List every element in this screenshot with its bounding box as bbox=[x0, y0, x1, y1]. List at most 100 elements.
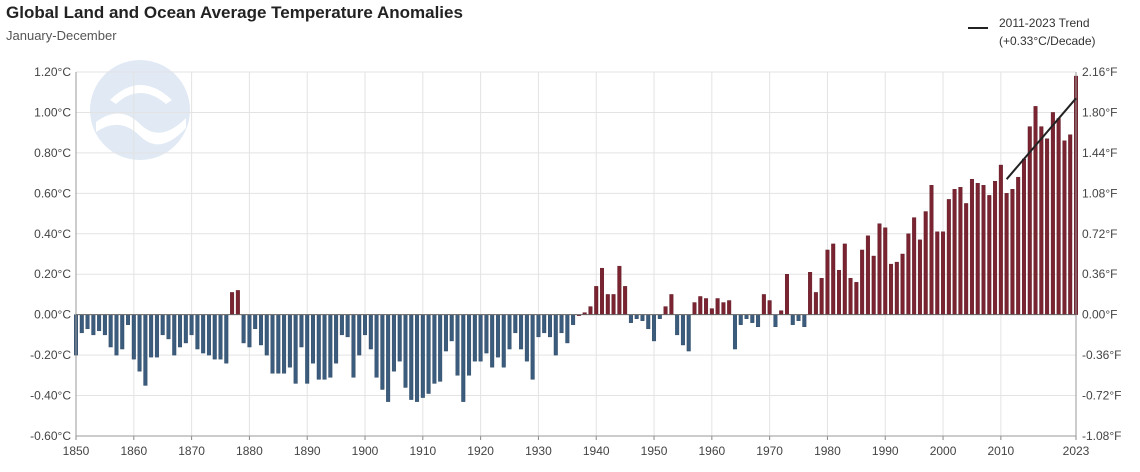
bar-1860 bbox=[131, 314, 136, 360]
bar-1986 bbox=[860, 249, 865, 315]
bar-1912 bbox=[432, 314, 437, 384]
bar-2005 bbox=[969, 178, 974, 315]
bar-1891 bbox=[311, 314, 315, 364]
bar-1883 bbox=[264, 314, 269, 356]
bar-1869 bbox=[183, 314, 188, 344]
y2-tick-label: 0.00°F bbox=[1082, 308, 1117, 322]
x-tick-label: 1850 bbox=[63, 444, 90, 458]
x-tick-label: 2000 bbox=[930, 444, 957, 458]
bar-1928 bbox=[524, 314, 529, 362]
bar-1968 bbox=[756, 314, 761, 328]
bar-1923 bbox=[495, 314, 500, 358]
bar-1915 bbox=[449, 314, 454, 342]
bar-1956 bbox=[686, 314, 691, 352]
bar-1922 bbox=[490, 314, 495, 368]
bar-1899 bbox=[357, 314, 362, 356]
bar-1934 bbox=[559, 314, 564, 334]
bar-1978 bbox=[813, 292, 818, 315]
bar-1916 bbox=[455, 314, 460, 376]
bar-1889 bbox=[299, 314, 304, 348]
bar-1918 bbox=[467, 314, 472, 376]
bar-1969 bbox=[761, 294, 766, 315]
bar-1881 bbox=[253, 314, 258, 330]
bar-1853 bbox=[91, 314, 96, 336]
bar-1994 bbox=[906, 233, 911, 315]
bar-1902 bbox=[374, 314, 379, 378]
y2-tick-label: -0.72°F bbox=[1082, 389, 1121, 403]
bar-1896 bbox=[339, 314, 344, 336]
bar-1999 bbox=[935, 231, 940, 315]
chart-subtitle: January-December bbox=[6, 28, 117, 43]
bar-2008 bbox=[987, 195, 992, 315]
y-tick-label: -0.40°C bbox=[30, 389, 71, 403]
bar-1936 bbox=[571, 314, 576, 325]
bar-1864 bbox=[154, 314, 159, 358]
bar-1950 bbox=[652, 314, 657, 342]
bar-1857 bbox=[114, 314, 119, 356]
bar-2011 bbox=[1004, 193, 1009, 315]
bar-1907 bbox=[403, 314, 408, 388]
bar-1890 bbox=[305, 314, 310, 384]
bar-1925 bbox=[507, 314, 512, 350]
bar-1861 bbox=[137, 314, 142, 372]
bar-1874 bbox=[212, 314, 217, 360]
bar-1985 bbox=[854, 282, 859, 315]
y2-tick-label: -1.08°F bbox=[1082, 429, 1121, 443]
bar-1866 bbox=[166, 314, 171, 340]
y-tick-label: 0.60°C bbox=[34, 186, 71, 200]
bar-1910 bbox=[420, 314, 425, 398]
y-tick-label: -0.60°C bbox=[30, 429, 71, 443]
legend-label: 2011-2023 Trend bbox=[999, 16, 1090, 30]
bar-1974 bbox=[790, 314, 795, 325]
bar-1944 bbox=[617, 265, 622, 315]
bar-1951 bbox=[657, 314, 662, 319]
bar-1959 bbox=[704, 298, 709, 315]
bar-1873 bbox=[206, 314, 211, 356]
bar-1965 bbox=[738, 314, 743, 325]
bar-1990 bbox=[883, 227, 888, 315]
bar-1870 bbox=[189, 314, 194, 336]
bar-1939 bbox=[588, 306, 593, 315]
bar-1954 bbox=[675, 314, 680, 336]
bar-1924 bbox=[501, 314, 506, 368]
x-tick-label: 1900 bbox=[352, 444, 379, 458]
bar-1970 bbox=[767, 300, 772, 315]
x-tick-label: 1970 bbox=[756, 444, 783, 458]
y2-tick-label: 0.72°F bbox=[1082, 227, 1117, 241]
bar-1893 bbox=[322, 314, 327, 380]
bar-1877 bbox=[230, 292, 235, 315]
bar-1888 bbox=[293, 314, 298, 384]
bar-1957 bbox=[692, 302, 697, 315]
bar-1909 bbox=[415, 314, 420, 402]
bar-1894 bbox=[328, 314, 333, 378]
bar-1868 bbox=[178, 314, 183, 348]
x-tick-label: 1950 bbox=[641, 444, 668, 458]
bar-1897 bbox=[345, 314, 350, 338]
bar-1926 bbox=[513, 314, 518, 334]
noaa-logo-watermark bbox=[90, 60, 190, 160]
trend-line bbox=[1005, 97, 1077, 180]
bar-1882 bbox=[258, 314, 263, 346]
bar-1933 bbox=[553, 314, 558, 356]
y2-tick-label: 1.08°F bbox=[1082, 186, 1117, 200]
bar-1945 bbox=[623, 286, 628, 315]
bar-1941 bbox=[600, 267, 604, 315]
bar-1920 bbox=[478, 314, 483, 362]
bar-1977 bbox=[808, 272, 813, 315]
bar-2003 bbox=[958, 187, 963, 315]
bar-1903 bbox=[380, 314, 385, 390]
y2-tick-label: 1.44°F bbox=[1082, 146, 1117, 160]
bar-1865 bbox=[160, 314, 165, 336]
bar-1963 bbox=[727, 300, 732, 315]
bar-2016 bbox=[1033, 106, 1038, 315]
bar-1858 bbox=[120, 314, 125, 350]
bar-1898 bbox=[351, 314, 356, 378]
bar-1900 bbox=[363, 314, 368, 336]
x-tick-label: 1890 bbox=[294, 444, 321, 458]
bar-1972 bbox=[779, 310, 784, 315]
bar-1942 bbox=[605, 294, 610, 315]
x-tick-label: 1880 bbox=[236, 444, 263, 458]
bar-1867 bbox=[172, 314, 177, 356]
bar-2013 bbox=[1016, 176, 1021, 315]
bar-1952 bbox=[663, 306, 668, 315]
